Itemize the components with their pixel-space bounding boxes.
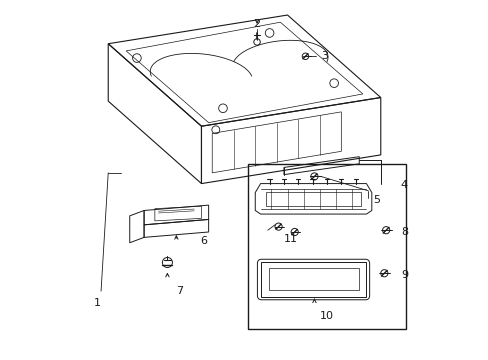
Text: 3: 3	[321, 51, 328, 61]
Text: 1: 1	[94, 298, 101, 308]
Text: 11: 11	[284, 234, 298, 244]
Text: 10: 10	[319, 311, 333, 321]
Bar	[268, 268, 358, 291]
Text: 6: 6	[200, 236, 206, 246]
Text: 7: 7	[176, 286, 183, 296]
Text: 2: 2	[253, 19, 260, 29]
Text: 8: 8	[401, 227, 408, 237]
Text: 4: 4	[400, 180, 407, 190]
Text: 9: 9	[401, 270, 408, 280]
Bar	[247, 164, 405, 329]
Bar	[265, 192, 360, 206]
Text: 5: 5	[372, 195, 379, 205]
